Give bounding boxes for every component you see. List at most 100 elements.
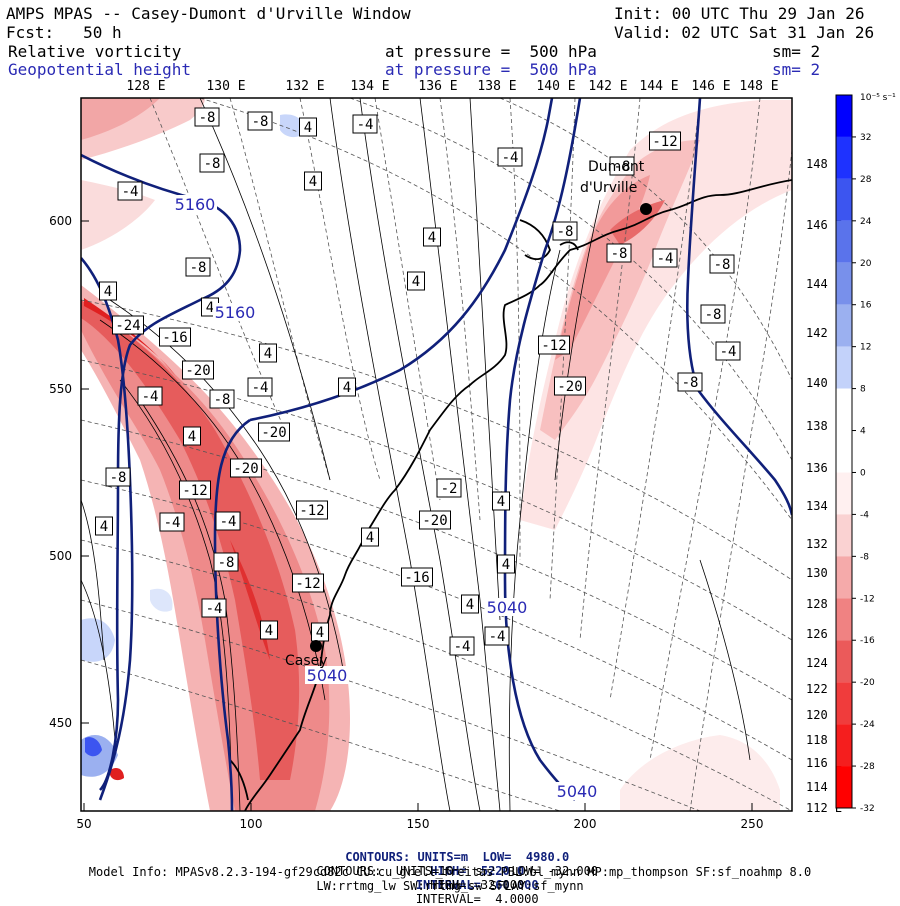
x-tick-label: 100 [240, 817, 263, 831]
right-longitude-label: 130 E [806, 566, 842, 580]
vorticity-label-box [215, 511, 241, 531]
vorticity-label: -4 [357, 117, 374, 133]
x-tick-label: 200 [574, 817, 597, 831]
vorticity-label-box [258, 422, 290, 442]
vorticity-label-box [419, 510, 451, 530]
right-longitude-label: 112 E [806, 801, 842, 815]
plot-frame [80, 97, 793, 812]
vorticity-label: -8 [199, 110, 216, 126]
vorticity-label: -4 [657, 251, 674, 267]
vorticity-labels: -8 -8 4 -4-84-12-84-4-4-84-8 -8-8 -44-24-164-… [95, 107, 741, 656]
height-label-bg [485, 598, 529, 616]
vorticity-label-box [201, 598, 227, 618]
top-longitude-label: 132 E [285, 79, 324, 94]
vorticity-label: 4 [502, 557, 510, 573]
y-tick-label: 550 [49, 382, 72, 396]
vorticity-label-box [159, 327, 191, 347]
colorbar-swatch [836, 178, 852, 221]
vorticity-label: -8 [214, 392, 231, 408]
vorticity-label: -8 [714, 257, 731, 273]
colorbar-swatch [836, 724, 852, 767]
vorticity-label-box [296, 500, 328, 520]
top-longitude-label: 148 E [739, 79, 778, 94]
footer-vort-interval: INTERVAL= 4.0000 [415, 892, 539, 906]
colorbar-label: 8 [860, 385, 866, 395]
top-longitude-label: 142 E [588, 79, 627, 94]
colorbar-label: 12 [860, 343, 871, 353]
vorticity-label: -4 [164, 515, 181, 531]
colorbar-swatch [836, 262, 852, 305]
colorbar-frame [835, 94, 853, 809]
top-longitude-label: 134 E [350, 79, 389, 94]
colorbar-swatch [836, 514, 852, 557]
colorbar-label: -32 [860, 804, 875, 814]
vorticity-label-box [112, 315, 144, 335]
vorticity-label-box [199, 153, 225, 173]
field1-level: at pressure = 500 hPa [385, 42, 597, 61]
vorticity-label: -8 [682, 375, 699, 391]
vorticity-label-box [182, 360, 214, 380]
vorticity-label-box [554, 376, 586, 396]
vorticity-label-box [99, 281, 117, 301]
vorticity-label-box [401, 567, 433, 587]
vorticity-label: -16 [162, 330, 187, 346]
colorbar-swatch [836, 682, 852, 725]
right-longitude-label: 116 E [806, 756, 842, 770]
vorticity-label: -12 [652, 134, 677, 150]
y-tick-label: 450 [49, 716, 72, 730]
right-longitude-label: 122 E [806, 682, 842, 696]
vorticity-label: 4 [497, 494, 505, 510]
colorbar-label: -8 [860, 552, 869, 562]
top-longitude-label: 128 E [126, 79, 165, 94]
vorticity-label-box [105, 467, 131, 487]
vorticity-label-box [209, 389, 235, 409]
height-contour-labels: 5160 5160 5040 5040 5040 [173, 195, 599, 801]
colorbar-swatch [836, 95, 852, 137]
init-time: Init: 00 UTC Thu 29 Jan 26 [614, 4, 865, 23]
forecast-hour: Fcst: 50 h [6, 23, 122, 42]
height-label-bg [305, 666, 349, 684]
vorticity-label: -8 [557, 224, 574, 240]
height-contour-label: 5160 [175, 195, 216, 214]
vorticity-label-box [709, 254, 735, 274]
colorbar-label: -12 [860, 594, 875, 604]
right-longitude-label: 120 E [806, 708, 842, 722]
vorticity-label: 4 [309, 174, 317, 190]
vorticity-label-box [299, 117, 317, 137]
top-longitude-label: 130 E [206, 79, 245, 94]
vorticity-label-box [185, 257, 211, 277]
vorticity-label-box [677, 372, 703, 392]
field1-smoothing: sm= 2 [772, 42, 821, 61]
vorticity-label-box [95, 516, 113, 536]
vorticity-label-box [230, 458, 262, 478]
vorticity-label: -4 [206, 601, 223, 617]
colorbar-swatch [836, 388, 852, 431]
vorticity-label-box [304, 171, 322, 191]
colorbar-label: -28 [860, 762, 875, 772]
valid-time: Valid: 02 UTC Sat 31 Jan 26 [614, 23, 875, 42]
vorticity-label: -4 [252, 380, 269, 396]
chart-title: AMPS MPAS -- Casey-Dumont d'Urville Wind… [6, 4, 411, 23]
top-longitude-label: 144 E [639, 79, 678, 94]
right-longitude-label: 144 E [806, 277, 842, 291]
field1-name: Relative vorticity [8, 42, 182, 61]
footer-model-info: Model Info: MPASv8.2.3-194-gf29cd82c CU:… [88, 865, 812, 879]
footer-vort-contours: CONTOURS: UNITS=10⁻⁵ s⁻¹ LOW= -32.000 [316, 864, 599, 878]
top-longitude-label: 140 E [536, 79, 575, 94]
vorticity-label-box [407, 271, 425, 291]
right-longitude-label: 146 E [806, 218, 842, 232]
vorticity-label: -8 [204, 156, 221, 172]
station-marker [640, 203, 652, 215]
height-label-bg [555, 782, 599, 800]
height-contour-label: 5160 [215, 303, 256, 322]
vorticity-label-box [609, 156, 635, 176]
right-longitude-label: 140 E [806, 376, 842, 390]
vorticity-label: -12 [295, 576, 320, 592]
height-contour-label: 5040 [557, 782, 598, 801]
vorticity-label: -8 [252, 114, 269, 130]
top-longitude-label: 136 E [418, 79, 457, 94]
vorticity-label: -20 [557, 379, 582, 395]
colorbar: 32 28 24 20 16 12 8 4 0 -4 -8 -12 -16 -20 -24 -28 -32 [835, 94, 875, 814]
footer-line1: CONTOURS: UNITS=m LOW= 4980.0 HIGH= 5220… [0, 836, 900, 892]
vorticity-label: 4 [100, 519, 108, 535]
